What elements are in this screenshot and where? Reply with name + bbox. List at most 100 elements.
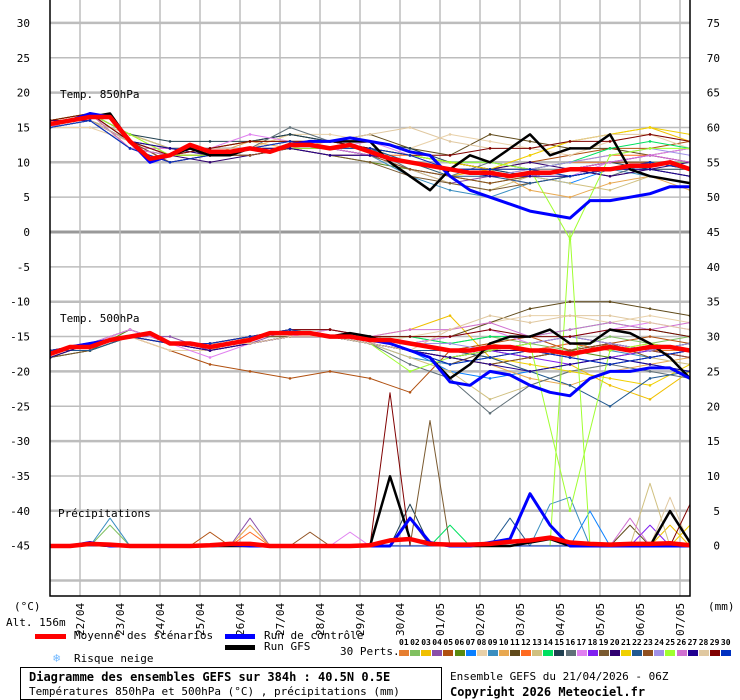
- pert-13-t500-point: [408, 356, 412, 359]
- y-tick-label-right: 60: [707, 121, 720, 134]
- pert-21-t500-point: [528, 363, 532, 366]
- pert-16-t500-point: [648, 370, 652, 373]
- x-tick-label: 22/04: [74, 603, 87, 636]
- pert-10-t850-point: [568, 195, 572, 199]
- pert-29-t850-point: [448, 154, 452, 157]
- pert-15-t850-point: [408, 147, 412, 150]
- pert-29-t500-point: [328, 328, 332, 331]
- y-tick-label-left: -15: [10, 331, 30, 344]
- pert-legend-label: 14: [543, 638, 553, 647]
- pert-25-t850-point: [648, 147, 652, 150]
- pert-29-t850-point: [528, 147, 532, 150]
- pert-22-t500-point: [88, 349, 92, 352]
- pert-05-t500-point: [288, 377, 292, 380]
- pert-27-t500-point: [208, 349, 212, 352]
- x-tick-label: 25/04: [194, 603, 207, 636]
- pert-25-t500: [50, 329, 690, 512]
- pert-28-t500-point: [528, 321, 532, 324]
- pert-legend-label: 23: [643, 638, 653, 647]
- pert-30-t850-point: [488, 167, 492, 171]
- y-tick-label-right: 30: [707, 331, 720, 344]
- x-tick-label: 04/05: [554, 603, 567, 636]
- x-tick-label: 24/04: [154, 603, 167, 636]
- x-tick-label: 06/05: [634, 603, 647, 636]
- pert-legend-swatch: [454, 650, 465, 656]
- pert-23-t500-point: [528, 356, 532, 359]
- pert-legend-label: 18: [587, 638, 598, 647]
- pert-legend-label: 29: [709, 638, 720, 647]
- y-tick-label-right: 40: [707, 261, 720, 274]
- pert-30-t500-point: [448, 363, 452, 366]
- pert-13-t500-point: [448, 370, 452, 373]
- pert-11-t500-point: [568, 300, 572, 304]
- pert-legend-swatch: [698, 650, 709, 656]
- pert-14-t850-point: [608, 147, 612, 150]
- pert-legend-label: 28: [698, 638, 709, 647]
- pert-30-t850-point: [408, 154, 412, 157]
- pert-17-t500-point: [128, 328, 132, 331]
- x-tick-label: 28/04: [314, 603, 327, 636]
- pert-25-t500-point: [568, 509, 572, 513]
- pert-08-t500-point: [648, 314, 652, 317]
- grid: [50, 0, 690, 596]
- y-tick-label-right: 25: [707, 365, 720, 378]
- y-tick-label-left: -35: [10, 470, 30, 483]
- pert-29-t850-point: [648, 133, 652, 136]
- pert-29-t850-point: [208, 147, 212, 150]
- pert-27-t500-point: [608, 356, 612, 359]
- chart-title: Diagramme des ensembles GEFS sur 384h : …: [29, 670, 391, 684]
- pert-legend-label: 15: [554, 638, 565, 647]
- y-tick-label-right: 45: [707, 226, 720, 239]
- y-tick-label-left: 25: [17, 52, 30, 65]
- x-tick-label: 03/05: [514, 603, 527, 636]
- pert-25-t850-point: [448, 161, 452, 164]
- pert-legend-label: 01: [399, 638, 409, 647]
- pert-13-t850-point: [608, 188, 612, 192]
- y-tick-label-left: 10: [17, 156, 30, 169]
- axes: 22/04 23/04 24/04 25/04 26/04 27/04 28/04 29/04…: [10, 17, 720, 636]
- pert-23-t850-point: [408, 167, 412, 171]
- pert-29-t850-point: [488, 147, 492, 150]
- pert-legend-swatch: [609, 650, 620, 656]
- pert-legend-swatch: [654, 650, 665, 656]
- mean-t850: [50, 114, 690, 179]
- y-tick-label-right: 35: [707, 296, 720, 309]
- y-tick-label-right: 70: [707, 52, 720, 65]
- pert-08-t850-point: [488, 140, 492, 143]
- pert-29-t500-point: [568, 335, 572, 338]
- legend-perts-label: 30 Perts.: [340, 645, 400, 658]
- pert-legend-swatch: [432, 650, 443, 656]
- pert-25-t850: [50, 113, 690, 240]
- y-tick-label-left: -45: [10, 540, 30, 553]
- y-tick-label-left: -20: [10, 365, 30, 378]
- pert-28-t500-point: [608, 314, 612, 317]
- pert-legend-swatch: [498, 650, 509, 656]
- pert-legend-swatch: [487, 650, 498, 656]
- x-tick-label: 07/05: [674, 603, 687, 636]
- pert-17-t850-point: [248, 133, 252, 136]
- pert-26-t500-point: [608, 321, 612, 324]
- pert-legend-label: 17: [576, 638, 587, 647]
- copyright: Copyright 2026 Meteociel.fr: [450, 685, 646, 699]
- pert-15-t850-point: [288, 133, 292, 136]
- pert-07-t500-point: [488, 377, 492, 380]
- x-tick-label: 05/05: [594, 603, 607, 636]
- pert-24-t500-point: [648, 349, 652, 352]
- legend-mean-label: Moyenne des scénarios: [74, 629, 214, 642]
- pert-legend-label: 03: [421, 638, 431, 647]
- y-tick-label-left: -40: [10, 505, 30, 518]
- pert-19-t850-point: [448, 181, 452, 185]
- pert-26-t500-point: [488, 321, 492, 324]
- pert-29-t850-point: [608, 140, 612, 143]
- pert-16-t500-point: [488, 411, 492, 415]
- pert-24-t500-point: [448, 342, 452, 345]
- plot-frame: [49, 0, 691, 597]
- pert-legend-label: 08: [476, 638, 487, 647]
- pert-24-t850-point: [568, 161, 572, 164]
- pert-05-t500-point: [408, 391, 412, 394]
- y-tick-label-left: 30: [17, 17, 30, 30]
- pert-27-t500-point: [528, 370, 532, 373]
- pert-03-t500-point: [448, 314, 452, 317]
- pert-04-t500-point: [168, 335, 172, 338]
- pert-22-t500-point: [608, 404, 612, 408]
